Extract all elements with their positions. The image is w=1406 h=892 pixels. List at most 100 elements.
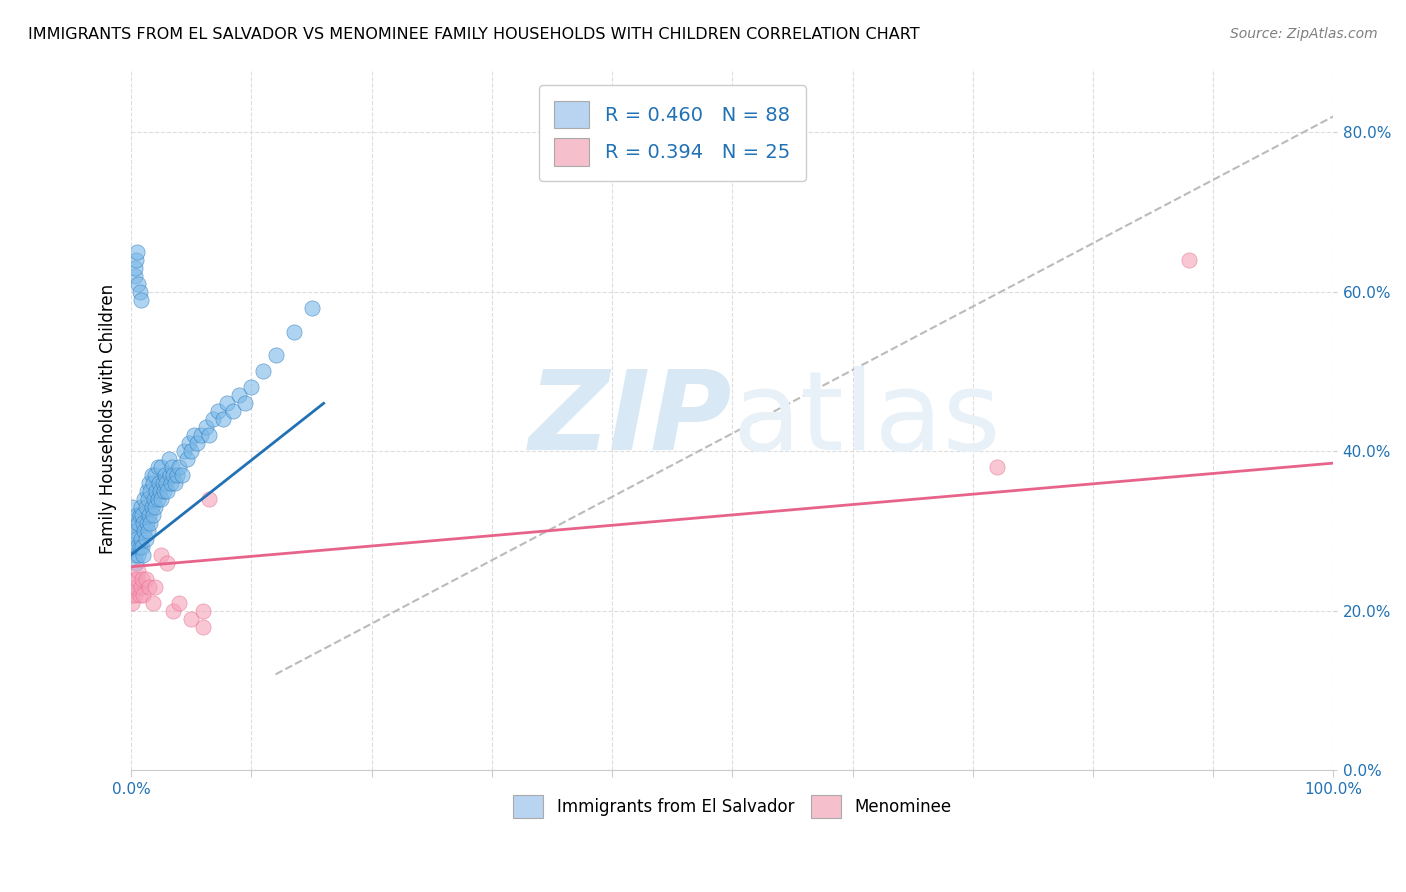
Point <box>160 476 183 491</box>
Point <box>176 452 198 467</box>
Point <box>149 483 172 498</box>
Point <box>138 508 160 522</box>
Point <box>143 468 166 483</box>
Point <box>1178 252 1201 267</box>
Point <box>143 491 166 506</box>
Point <box>121 500 143 514</box>
Point <box>127 548 149 562</box>
Point <box>142 596 165 610</box>
Point <box>127 516 149 530</box>
Point <box>143 580 166 594</box>
Point <box>211 412 233 426</box>
Point <box>162 603 184 617</box>
Point <box>217 396 239 410</box>
Point <box>153 468 176 483</box>
Point <box>173 444 195 458</box>
Point <box>127 564 149 578</box>
Point <box>135 516 157 530</box>
Point <box>134 491 156 506</box>
Point <box>127 508 149 522</box>
Text: IMMIGRANTS FROM EL SALVADOR VS MENOMINEE FAMILY HOUSEHOLDS WITH CHILDREN CORRELA: IMMIGRANTS FROM EL SALVADOR VS MENOMINEE… <box>28 27 920 42</box>
Point <box>159 468 181 483</box>
Point <box>152 476 174 491</box>
Point <box>135 532 157 546</box>
Point <box>162 468 184 483</box>
Point <box>986 460 1008 475</box>
Point <box>124 268 146 283</box>
Point <box>193 603 215 617</box>
Point <box>177 436 200 450</box>
Point <box>135 500 157 514</box>
Point <box>134 524 156 538</box>
Point <box>124 588 146 602</box>
Point <box>152 483 174 498</box>
Point <box>160 460 183 475</box>
Point <box>240 380 263 394</box>
Point <box>252 364 274 378</box>
Point <box>193 619 215 633</box>
Point <box>180 444 202 458</box>
Point <box>124 572 146 586</box>
Point <box>131 572 153 586</box>
Point <box>169 596 191 610</box>
Y-axis label: Family Households with Children: Family Households with Children <box>100 285 117 554</box>
Point <box>301 301 323 315</box>
Point <box>132 548 155 562</box>
Point <box>146 460 169 475</box>
Point <box>122 580 145 594</box>
Point <box>180 611 202 625</box>
Point <box>128 285 150 299</box>
Point <box>138 476 160 491</box>
Point <box>150 548 173 562</box>
Point <box>142 476 165 491</box>
Point <box>194 420 217 434</box>
Legend: Immigrants from El Salvador, Menominee: Immigrants from El Salvador, Menominee <box>506 788 957 825</box>
Point <box>135 572 157 586</box>
Point <box>125 252 148 267</box>
Point <box>166 468 188 483</box>
Point <box>145 483 167 498</box>
Point <box>127 540 149 554</box>
Point <box>131 540 153 554</box>
Point <box>150 460 173 475</box>
Point <box>169 460 191 475</box>
Point <box>148 476 170 491</box>
Point <box>127 572 149 586</box>
Text: Source: ZipAtlas.com: Source: ZipAtlas.com <box>1230 27 1378 41</box>
Point <box>129 532 152 546</box>
Point <box>121 524 143 538</box>
Point <box>190 428 212 442</box>
Point <box>129 500 152 514</box>
Point <box>135 483 157 498</box>
Point <box>207 404 229 418</box>
Point <box>122 516 145 530</box>
Point <box>129 580 152 594</box>
Point <box>170 468 193 483</box>
Point <box>139 483 162 498</box>
Point <box>128 508 150 522</box>
Point <box>156 483 179 498</box>
Text: ZIP: ZIP <box>529 366 733 473</box>
Point <box>124 524 146 538</box>
Point <box>136 491 159 506</box>
Point <box>201 412 224 426</box>
Point <box>155 476 177 491</box>
Point <box>128 588 150 602</box>
Point <box>132 588 155 602</box>
Point <box>128 540 150 554</box>
Point <box>183 428 205 442</box>
Point <box>139 516 162 530</box>
Point <box>124 548 146 562</box>
Point <box>143 500 166 514</box>
Point <box>131 508 153 522</box>
Point <box>163 476 186 491</box>
Point <box>141 468 163 483</box>
Text: atlas: atlas <box>733 366 1001 473</box>
Point <box>127 244 149 259</box>
Point <box>198 428 221 442</box>
Point <box>122 540 145 554</box>
Point <box>127 277 149 291</box>
Point <box>132 516 155 530</box>
Point <box>228 388 250 402</box>
Point <box>129 293 152 307</box>
